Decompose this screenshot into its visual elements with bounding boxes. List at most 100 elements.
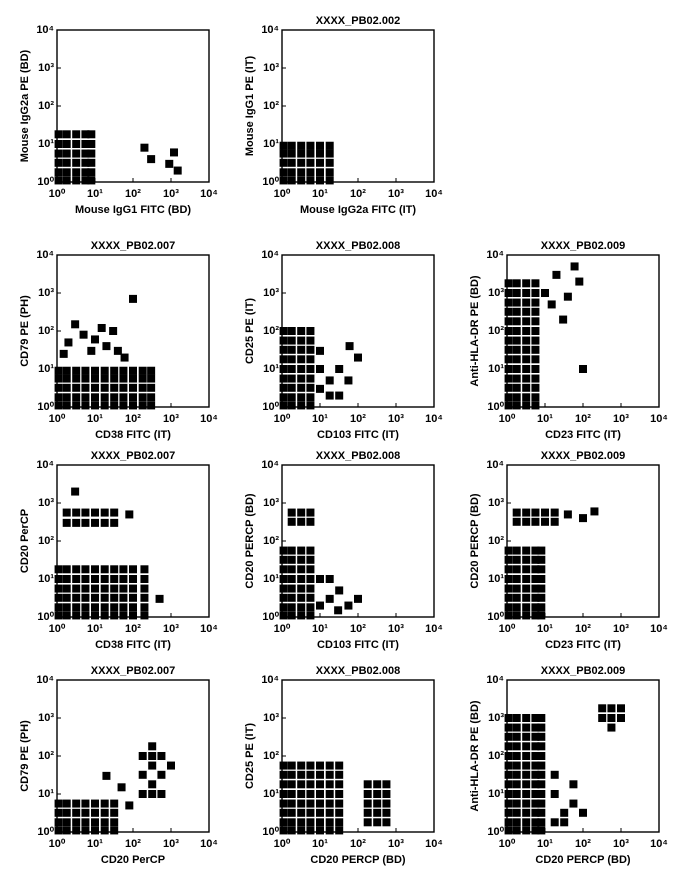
event-dot [287, 374, 296, 383]
event-dot [531, 401, 540, 410]
event-dot [373, 799, 382, 808]
event-dot [287, 327, 296, 335]
event-dot [512, 780, 521, 789]
event-dot [617, 714, 625, 722]
y-axis-label: Mouse IgG1 PE (IT) [244, 56, 256, 157]
plot-title: XXXX_PB02.009 [541, 665, 625, 677]
plot-title: XXXX_PB02.008 [316, 665, 400, 677]
event-dot [167, 761, 175, 770]
event-dot [148, 761, 157, 770]
event-dot [512, 317, 521, 326]
y-axis-label: CD79 PE (PH) [19, 295, 31, 367]
x-tick-label: 10² [350, 188, 366, 200]
event-dot [279, 401, 288, 410]
event-dot [62, 808, 71, 817]
x-tick-label: 10² [575, 413, 591, 425]
event-dot [363, 818, 372, 827]
event-dot [563, 510, 572, 519]
event-dot [537, 752, 546, 760]
event-dot [504, 770, 513, 779]
y-tick-label: 10⁰ [262, 611, 279, 623]
event-dot [62, 374, 71, 383]
x-tick-label: 10³ [388, 838, 404, 850]
x-tick-label: 10¹ [312, 413, 328, 425]
y-tick-label: 10⁴ [261, 674, 279, 686]
event-dot [306, 393, 315, 402]
event-dot [531, 546, 540, 555]
event-dot [287, 593, 296, 602]
event-dot [531, 517, 540, 526]
event-dot [563, 292, 572, 301]
event-dot [72, 374, 81, 383]
event-dot [512, 555, 521, 564]
event-dot [110, 799, 119, 808]
event-dot [345, 342, 354, 351]
event-dot [287, 584, 296, 593]
event-dot [147, 155, 156, 164]
event-dot [279, 168, 288, 177]
event-dot [531, 790, 540, 798]
event-dot [91, 565, 99, 574]
event-dot [512, 508, 521, 517]
y-tick-label: 10⁰ [487, 401, 504, 413]
event-dot [54, 799, 63, 808]
event-dot [316, 780, 324, 789]
event-dot [382, 780, 391, 789]
event-dot [531, 374, 540, 383]
event-dot [579, 514, 587, 523]
x-tick-label: 10⁰ [49, 623, 66, 635]
event-dot [531, 752, 540, 760]
event-dot [54, 593, 63, 602]
event-dot [325, 376, 334, 385]
event-dot [62, 799, 71, 808]
event-dot [138, 393, 147, 402]
event-dot [531, 761, 540, 770]
event-dot [91, 818, 99, 827]
event-dot [325, 594, 334, 603]
event-dot [287, 383, 296, 392]
event-dot [504, 593, 513, 602]
event-dot [100, 603, 109, 612]
event-dot [54, 584, 63, 593]
event-dot [306, 176, 315, 185]
event-dot [279, 383, 288, 392]
event-dot [297, 770, 306, 779]
y-tick-label: 10³ [263, 497, 279, 509]
y-tick-label: 10⁴ [36, 249, 54, 261]
event-dot [287, 770, 296, 779]
x-tick-label: 10⁰ [274, 413, 291, 425]
event-dot [537, 565, 546, 574]
event-dot [504, 732, 513, 741]
event-dot [531, 565, 540, 574]
event-dot [279, 799, 288, 808]
x-tick-label: 10² [575, 838, 591, 850]
event-dot [325, 141, 334, 150]
event-dot [79, 330, 88, 339]
event-dot [325, 818, 334, 827]
event-dot [81, 808, 90, 817]
event-dot [87, 346, 96, 355]
event-dot [100, 383, 109, 392]
x-tick-label: 10³ [613, 838, 629, 850]
event-dot [547, 300, 556, 309]
event-dot [522, 584, 531, 593]
event-dot [91, 383, 99, 392]
event-dot [157, 790, 166, 798]
event-dot [306, 508, 315, 517]
event-dot [306, 401, 315, 410]
event-dot [512, 365, 521, 373]
x-tick-label: 10⁴ [650, 413, 668, 425]
event-dot [287, 345, 296, 354]
event-dot [110, 374, 119, 383]
y-tick-label: 10⁰ [37, 401, 54, 413]
event-dot [306, 565, 315, 574]
event-dot [54, 808, 63, 817]
event-dot [54, 383, 63, 392]
event-dot [306, 141, 315, 150]
event-dot [138, 374, 147, 383]
event-dot [306, 546, 315, 555]
event-dot [297, 565, 306, 574]
event-dot [59, 349, 68, 358]
event-dot [531, 799, 540, 808]
